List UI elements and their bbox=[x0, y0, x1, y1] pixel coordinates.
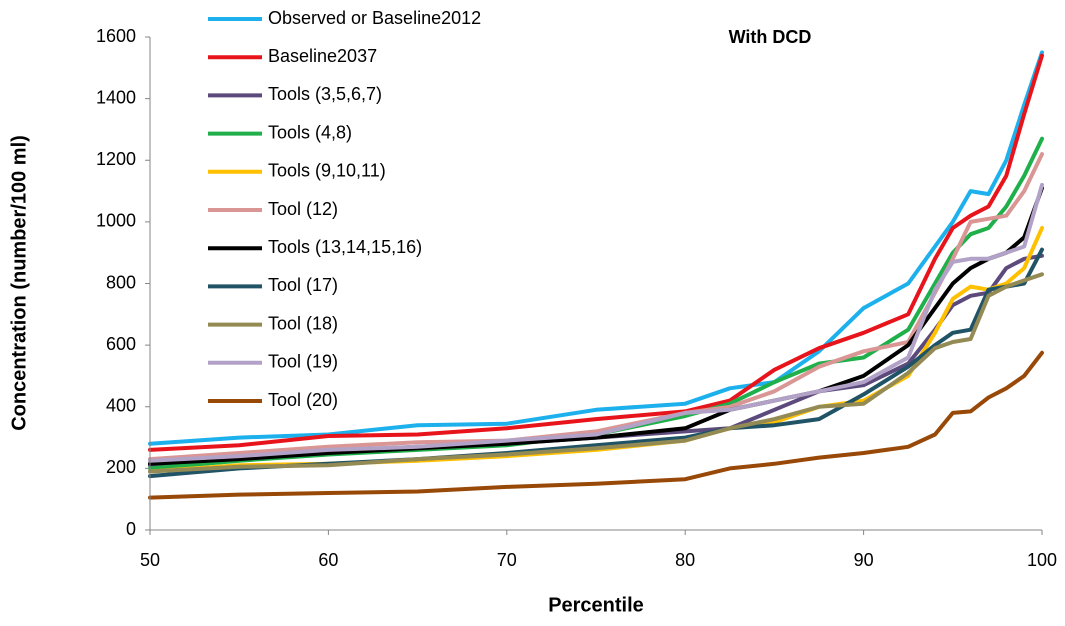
legend-label: Tools (9,10,11) bbox=[268, 161, 386, 181]
y-tick-label: 1200 bbox=[96, 149, 136, 169]
legend-label: Tools (13,14,15,16) bbox=[268, 237, 422, 257]
legend-label: Tool (19) bbox=[268, 352, 338, 372]
y-tick-label: 1600 bbox=[96, 26, 136, 46]
legend-label: Baseline2037 bbox=[268, 46, 377, 66]
y-tick-label: 0 bbox=[126, 519, 136, 539]
legend-label: Tool (20) bbox=[268, 390, 338, 410]
y-tick-label: 1400 bbox=[96, 87, 136, 107]
series-line bbox=[148, 350, 1044, 500]
chart-title: With DCD bbox=[729, 27, 812, 47]
y-tick-label: 600 bbox=[106, 334, 136, 354]
x-tick-label: 70 bbox=[497, 550, 517, 570]
x-tick-label: 90 bbox=[854, 550, 874, 570]
series-line bbox=[148, 182, 1044, 463]
series-line bbox=[148, 272, 1044, 474]
legend-label: Tools (4,8) bbox=[268, 122, 352, 142]
legend-label: Observed or Baseline2012 bbox=[268, 8, 481, 28]
plot-lines bbox=[148, 50, 1044, 500]
legend-label: Tool (12) bbox=[268, 199, 338, 219]
x-tick-label: 50 bbox=[140, 550, 160, 570]
y-tick-label: 400 bbox=[106, 396, 136, 416]
legend-label: Tool (18) bbox=[268, 313, 338, 333]
x-tick-label: 100 bbox=[1027, 550, 1057, 570]
legend-label: Tools (3,5,6,7) bbox=[268, 84, 382, 104]
y-tick-label: 200 bbox=[106, 457, 136, 477]
legend-label: Tool (17) bbox=[268, 275, 338, 295]
x-axis-label: Percentile bbox=[548, 594, 644, 616]
y-tick-label: 1000 bbox=[96, 211, 136, 231]
x-tick-label: 80 bbox=[675, 550, 695, 570]
series-line bbox=[148, 50, 1044, 446]
series-line bbox=[148, 152, 1044, 462]
y-tick-label: 800 bbox=[106, 272, 136, 292]
y-axis-label: Concentration (number/100 ml) bbox=[8, 135, 30, 431]
x-tick-label: 60 bbox=[318, 550, 338, 570]
series-line bbox=[148, 53, 1044, 452]
